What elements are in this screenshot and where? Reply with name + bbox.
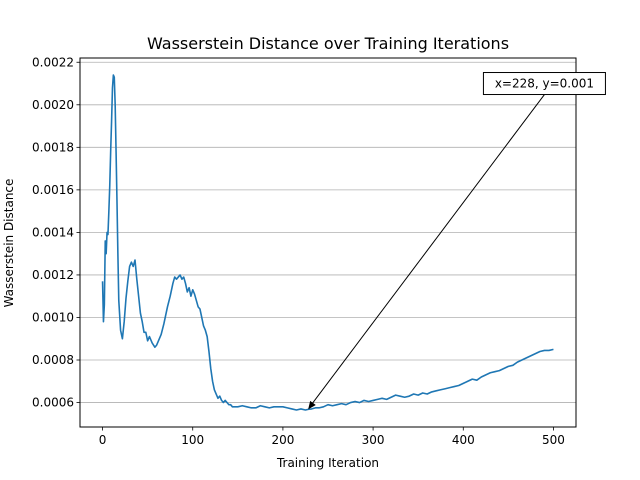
y-tick-label: 0.0012 [32, 268, 74, 282]
x-tick-label: 0 [99, 433, 107, 447]
grid-lines [80, 61, 576, 403]
annotation-arrow-line [309, 94, 545, 407]
x-axis-ticks: 0 100 200 300 400 500 [99, 427, 565, 447]
y-axis-ticks: 0.0006 0.0008 0.0010 0.0012 0.0014 0.0016 0.00… [32, 55, 80, 410]
series-line [101, 74, 554, 411]
y-tick-label: 0.0018 [32, 140, 74, 154]
annotation-arrowhead [308, 400, 316, 410]
y-tick-label: 0.0022 [32, 55, 74, 69]
annotation-box [482, 72, 606, 96]
y-tick-label: 0.0008 [32, 353, 74, 367]
y-tick-label: 0.0006 [32, 396, 74, 410]
x-tick-label: 100 [181, 433, 204, 447]
y-tick-label: 0.0016 [32, 183, 74, 197]
y-tick-label: 0.0014 [32, 225, 74, 239]
y-tick-label: 0.0020 [32, 98, 74, 112]
annotation: x=228, y=0.001 [308, 72, 606, 410]
x-tick-label: 500 [542, 433, 565, 447]
x-tick-label: 300 [362, 433, 385, 447]
x-axis-label: Training Iteration [276, 456, 379, 470]
y-axis-label: Wasserstein Distance [2, 179, 16, 308]
x-tick-label: 400 [452, 433, 475, 447]
axes-frame [79, 57, 577, 428]
plot-area [101, 74, 554, 411]
chart-title: Wasserstein Distance over Training Itera… [147, 34, 509, 53]
x-tick-label: 200 [271, 433, 294, 447]
annotation-label: x=228, y=0.001 [495, 77, 594, 91]
y-tick-label: 0.0010 [32, 310, 74, 324]
